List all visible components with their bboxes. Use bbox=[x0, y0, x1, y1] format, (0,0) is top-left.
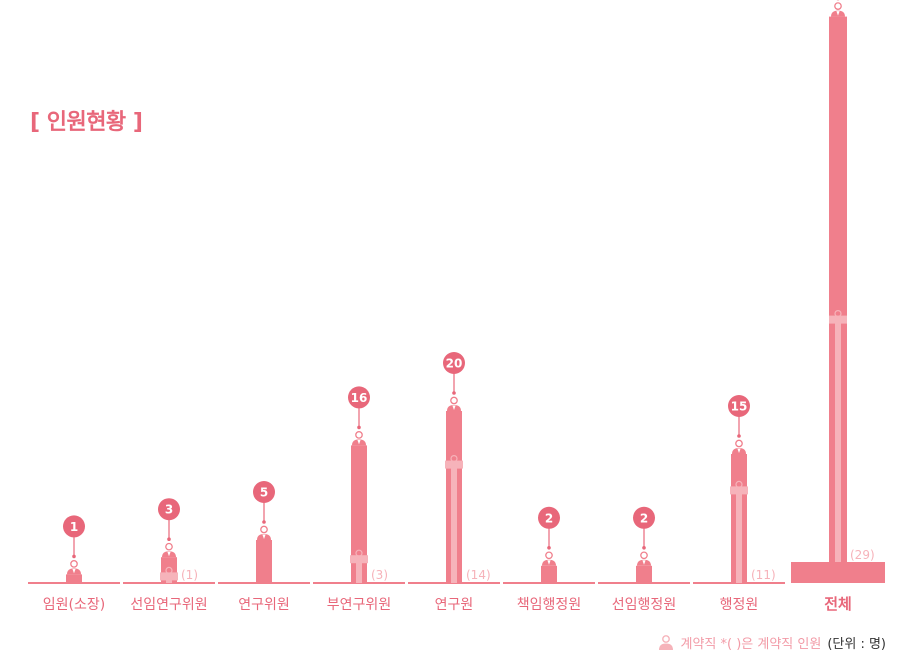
cat-3-contract-bar bbox=[356, 557, 362, 583]
cat-8-person-tie bbox=[836, 11, 840, 16]
cat-7-category-label: 행정원 bbox=[720, 597, 759, 613]
cat-5-person-tie bbox=[547, 560, 551, 565]
cat-1-contract-label: (1) bbox=[181, 568, 198, 582]
cat-3-total-bar bbox=[351, 445, 367, 583]
cat-0-callout-dot bbox=[72, 554, 76, 559]
cat-1-value-badge bbox=[158, 498, 180, 521]
cat-2-value-badge bbox=[253, 481, 275, 503]
footnote: 계약직 *( )은 계약직 인원 (단위 : 명) bbox=[657, 633, 886, 652]
unit-note: (단위 : 명) bbox=[827, 637, 886, 652]
cat-2-category-label: 연구위원 bbox=[238, 597, 290, 613]
cat-0-value-badge bbox=[63, 515, 85, 538]
cat-4-contract-cap bbox=[445, 460, 463, 469]
cat-4-contract-bar bbox=[451, 462, 457, 583]
cat-2-person-tie bbox=[262, 534, 266, 539]
cat-4-value-badge bbox=[443, 352, 465, 374]
cat-2-callout-dot bbox=[262, 520, 266, 524]
cat-5-callout-dot bbox=[547, 546, 551, 550]
cat-1-category-label: 선임연구위원 bbox=[130, 597, 207, 613]
cat-7-callout-dot bbox=[737, 434, 741, 438]
cat-3-person-head bbox=[355, 431, 363, 439]
cat-6-value-badge bbox=[633, 506, 655, 529]
cat-8-contract-label: (29) bbox=[850, 548, 875, 562]
cat-4-person-head bbox=[450, 396, 458, 405]
cat-3-person-tie bbox=[357, 439, 361, 445]
cat-8-contract-head bbox=[834, 310, 842, 318]
cat-1-person-tie bbox=[167, 551, 171, 557]
cat-3-contract-label: (3) bbox=[371, 568, 388, 582]
cat-6-callout-dot bbox=[642, 546, 646, 550]
cat-1-contract-head bbox=[165, 566, 173, 575]
cat-7-person-tie bbox=[737, 448, 741, 453]
cat-3-value-label: 16 bbox=[351, 391, 368, 405]
cat-6-value-label: 2 bbox=[640, 511, 648, 525]
cat-6-person-head bbox=[640, 551, 648, 560]
cat-1-person-head bbox=[165, 542, 173, 551]
cat-0-category-label: 임원(소장) bbox=[43, 597, 105, 613]
contract-person-icon bbox=[658, 634, 673, 650]
cat-2-value-label: 5 bbox=[260, 486, 268, 500]
cat-8-total-base bbox=[791, 562, 885, 583]
cat-7-contract-head bbox=[735, 480, 743, 488]
cat-1-value-label: 3 bbox=[165, 503, 173, 517]
cat-0-value-label: 1 bbox=[70, 520, 78, 534]
legend-note: 계약직 *( )은 계약직 인원 bbox=[680, 637, 822, 652]
cat-7-contract-label: (11) bbox=[751, 568, 776, 582]
cat-7-contract-bar bbox=[736, 488, 742, 583]
cat-3-contract-cap bbox=[350, 555, 368, 564]
cat-7-value-badge bbox=[728, 395, 750, 417]
cat-4-contract-head bbox=[450, 455, 458, 463]
cat-5-value-badge bbox=[538, 506, 560, 529]
cat-8-contract-cap bbox=[829, 315, 847, 324]
cat-4-person-tie bbox=[452, 405, 456, 410]
cat-2-total-bar bbox=[256, 540, 272, 583]
cat-1-contract-cap bbox=[160, 572, 178, 581]
cat-0-person-tie bbox=[72, 568, 76, 574]
cat-4-category-label: 연구원 bbox=[435, 597, 474, 613]
cat-0-person-head bbox=[70, 560, 78, 568]
cat-4-callout-dot bbox=[452, 391, 456, 395]
cat-3-contract-head bbox=[355, 549, 363, 557]
cat-7-contract-cap bbox=[730, 486, 748, 495]
cat-8-total-bar bbox=[829, 16, 847, 563]
cat-6-person-tie bbox=[642, 560, 646, 565]
cat-3-category-label: 부연구위원 bbox=[327, 597, 391, 613]
cat-7-person-head bbox=[735, 439, 743, 448]
page-title: [ 인원현황 ] bbox=[30, 110, 143, 135]
cat-8-contract-bar bbox=[835, 317, 841, 562]
cat-5-person-head bbox=[545, 551, 553, 560]
cat-8-person-head bbox=[834, 2, 842, 10]
cat-7-value-label: 15 bbox=[731, 400, 748, 414]
cat-0-total-bar bbox=[66, 574, 82, 583]
cat-8-category-label: 전체 bbox=[824, 595, 852, 613]
cat-3-value-badge bbox=[348, 386, 370, 409]
cat-4-contract-label: (14) bbox=[466, 568, 491, 582]
cat-6-total-bar bbox=[636, 565, 652, 583]
cat-5-value-label: 2 bbox=[545, 511, 553, 525]
cat-5-category-label: 책임행정원 bbox=[517, 597, 581, 613]
cat-2-person-head bbox=[260, 525, 268, 534]
cat-3-callout-dot bbox=[357, 425, 361, 430]
cat-5-total-bar bbox=[541, 565, 557, 583]
cat-4-value-label: 20 bbox=[446, 357, 463, 371]
cat-6-category-label: 선임행정원 bbox=[612, 597, 676, 613]
cat-1-callout-dot bbox=[167, 537, 171, 541]
